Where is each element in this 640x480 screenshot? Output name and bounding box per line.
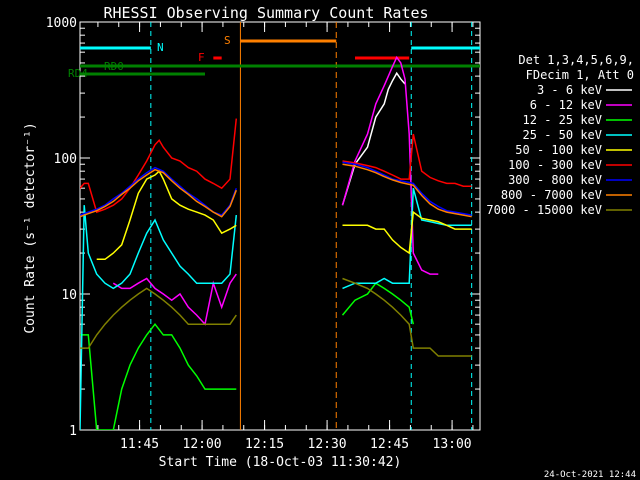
legend-label: 800 - 7000 keV [501, 188, 602, 202]
status-label-f: F [198, 51, 205, 64]
chart-title: RHESSI Observing Summary Count Rates [103, 4, 428, 22]
status-label-s: S [224, 34, 231, 47]
status-label-rd0: RD0 [104, 60, 124, 73]
legend-label: 3 - 6 keV [537, 83, 602, 97]
series-line-8-0 [80, 287, 237, 349]
series-line-4-0 [96, 169, 237, 261]
series-line-2-0 [80, 322, 237, 430]
status-label-rd4: RD4 [68, 67, 88, 80]
status-label-n: N [157, 41, 164, 54]
series-line-5-0 [80, 118, 238, 214]
series-line-6-1 [342, 161, 472, 216]
x-tick-label: 12:45 [370, 437, 409, 452]
y-tick-label: 1 [69, 424, 77, 439]
series-line-3-0 [80, 205, 238, 430]
series-line-7-1 [342, 163, 472, 218]
y-tick-label: 100 [54, 152, 77, 167]
legend-label: 7000 - 15000 keV [486, 203, 602, 217]
x-tick-label: 12:15 [245, 437, 284, 452]
series-line-4-1 [342, 210, 472, 255]
x-tick-label: 13:00 [433, 437, 472, 452]
plot-frame [79, 21, 481, 431]
legend-label: 100 - 300 keV [508, 158, 602, 172]
series-line-7-0 [80, 168, 237, 218]
y-axis-label: Count Rate (s⁻¹ detector⁻¹) [23, 122, 38, 333]
legend-label: 6 - 12 keV [530, 98, 602, 112]
timestamp: 24-Oct-2021 12:44 [544, 470, 636, 480]
series-line-5-1 [342, 133, 472, 187]
x-tick-label: 12:00 [183, 437, 222, 452]
plot-area: 1 10 100 1000 11:45 12:00 12:15 12:30 12:45 13:00… [46, 16, 481, 452]
series-line-8-1 [342, 277, 472, 357]
series-line-3-1 [342, 188, 472, 290]
series-line-1-0 [112, 273, 237, 326]
y-tick-label: 10 [61, 288, 77, 303]
x-tick-label: 12:30 [308, 437, 347, 452]
y-tick-label: 1000 [46, 16, 77, 31]
legend: Det 1,3,4,5,6,9,FDecim 1, Att 03 - 6 keV… [486, 53, 634, 217]
x-axis-label: Start Time (18-Oct-03 11:30:42) [159, 455, 402, 470]
legend-label: 25 - 50 keV [523, 128, 602, 142]
series-line-2-1 [341, 282, 415, 325]
legend-label: 50 - 100 keV [515, 143, 602, 157]
series-line-1-1 [341, 55, 439, 275]
legend-label: 300 - 800 keV [508, 173, 602, 187]
x-tick-label: 11:45 [120, 437, 159, 452]
series-line-0-1 [341, 71, 406, 206]
legend-header: Det 1,3,4,5,6,9, [518, 53, 634, 67]
legend-header: FDecim 1, Att 0 [526, 68, 634, 82]
legend-label: 12 - 25 keV [523, 113, 602, 127]
